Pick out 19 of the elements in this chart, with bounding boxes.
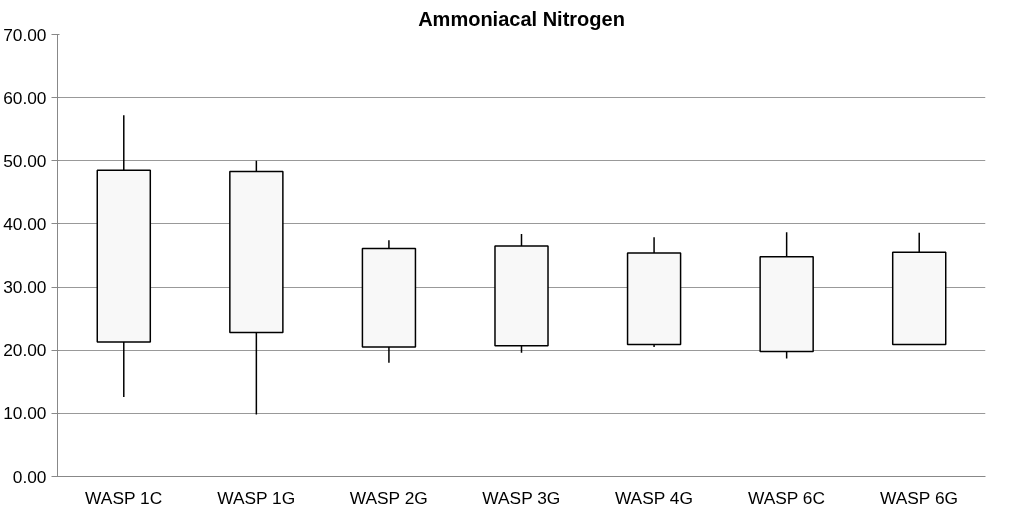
- candlestick: [96, 114, 152, 398]
- y-tick-label: 30.00: [3, 277, 47, 298]
- chart-title: Ammoniacal Nitrogen: [418, 7, 625, 30]
- y-tick-label: 70.00: [3, 24, 47, 45]
- x-tick-label: WASP 1G: [217, 487, 296, 508]
- x-tick-label: WASP 2G: [349, 487, 428, 508]
- y-tick-label: 20.00: [3, 340, 47, 361]
- y-tick-label: 10.00: [3, 403, 47, 424]
- y-tick-label: 50.00: [3, 150, 47, 171]
- y-tick-label: 0.00: [12, 466, 47, 487]
- x-tick-label: WASP 3G: [482, 487, 561, 508]
- y-tick-label: 60.00: [3, 87, 47, 108]
- x-tick-label: WASP 4G: [614, 487, 693, 508]
- x-tick-label: WASP 1C: [85, 487, 163, 508]
- candlestick: [361, 239, 417, 364]
- y-tick-label: 40.00: [3, 213, 47, 234]
- x-tick-label: WASP 6G: [880, 487, 959, 508]
- candlestick: [626, 236, 682, 348]
- x-tick-label: WASP 6C: [747, 487, 826, 508]
